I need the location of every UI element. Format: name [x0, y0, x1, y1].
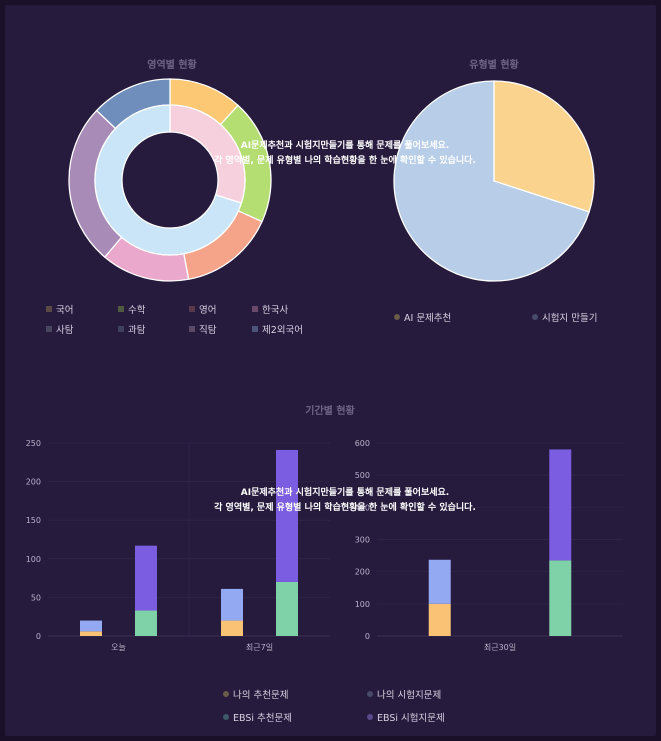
legend-label: 영어 [199, 305, 217, 316]
legend-label: 국어 [56, 305, 74, 316]
y-tick-label: 150 [26, 516, 41, 525]
legend-label: AI 문제추천 [404, 313, 452, 324]
bar-segment[interactable] [134, 545, 157, 611]
bar-segment[interactable] [80, 620, 103, 632]
y-tick-label: 250 [26, 439, 41, 448]
y-tick-label: 50 [31, 593, 41, 602]
type-pie-slice[interactable] [493, 80, 595, 213]
guide-message-top: AI문제추천과 시험지만들기를 통해 문제를 풀어보세요. 각 영역별, 문제 … [135, 139, 555, 169]
legend-swatch [394, 314, 400, 320]
legend-swatch [46, 326, 52, 332]
bar-segment[interactable] [134, 610, 157, 636]
legend-item-ai-recommend[interactable]: AI 문제추천 [394, 310, 451, 324]
legend-label: 수학 [128, 305, 146, 316]
bar-segment[interactable] [221, 588, 244, 621]
type-pie-chart [393, 80, 595, 282]
legend-item-english[interactable]: 영어 [189, 302, 216, 316]
y-tick-label: 500 [355, 471, 370, 480]
bar-segment[interactable] [221, 620, 244, 636]
legend-swatch [118, 306, 124, 312]
bar-segment[interactable] [549, 560, 572, 636]
legend-swatch [118, 326, 124, 332]
legend-item-my-test[interactable]: 나의 시험지문제 [367, 687, 441, 701]
y-tick-label: 400 [355, 503, 370, 512]
inner-ring-slice[interactable] [94, 104, 243, 256]
y-tick-label: 600 [355, 439, 370, 448]
legend-swatch [367, 691, 373, 697]
chart-title-type: 유형별 현황 [469, 60, 519, 71]
x-tick-label: 최근30일 [484, 642, 516, 652]
legend-swatch [532, 314, 538, 320]
x-tick-label: 오늘 [111, 643, 126, 652]
legend-label: 사탐 [56, 325, 74, 336]
guide-line-1: AI문제추천과 시험지만들기를 통해 문제를 풀어보세요. [240, 141, 450, 151]
legend-label: EBSi 시험지문제 [377, 713, 445, 724]
legend-item-ebsi-test[interactable]: EBSi 시험지문제 [367, 710, 445, 724]
type-pie-slice[interactable] [393, 80, 590, 282]
period-bar-chart-month: 0 100 200 300 400 500 600 최근30일 [355, 439, 623, 652]
y-tick-label: 300 [355, 536, 370, 545]
y-tick-label: 200 [26, 478, 41, 487]
guide-message-bottom: AI문제추천과 시험지만들기를 통해 문제를 풀어보세요. 각 영역별, 문제 … [135, 486, 555, 516]
legend-item-korean[interactable]: 국어 [46, 302, 73, 316]
bar-segment[interactable] [428, 603, 451, 636]
legend-swatch [223, 714, 229, 720]
legend-item-make-test[interactable]: 시험지 만들기 [532, 310, 597, 324]
legend-item-math[interactable]: 수학 [118, 302, 145, 316]
guide-line-1: AI문제추천과 시험지만들기를 통해 문제를 풀어보세요. [240, 488, 450, 498]
legend-item-social[interactable]: 사탐 [46, 322, 73, 336]
legend-swatch [367, 714, 373, 720]
legend-item-my-recommend[interactable]: 나의 추천문제 [223, 687, 288, 701]
y-tick-label: 100 [26, 555, 41, 564]
legend-label: 한국사 [262, 305, 289, 316]
area-donut-chart [68, 78, 272, 282]
legend-item-ebsi-recommend[interactable]: EBSi 추천문제 [223, 710, 292, 724]
legend-swatch [189, 306, 195, 312]
legend-item-vocational[interactable]: 직탐 [189, 322, 216, 336]
y-tick-label: 0 [36, 632, 41, 641]
legend-label: 나의 추천문제 [233, 690, 289, 701]
chart-title-area: 영역별 현황 [147, 60, 197, 71]
y-tick-label: 100 [355, 600, 370, 609]
legend-label: 과탐 [128, 325, 146, 336]
bar-segment[interactable] [80, 631, 103, 636]
legend-label: EBSi 추천문제 [233, 713, 293, 724]
bar-segment[interactable] [275, 449, 298, 582]
legend-item-second-language[interactable]: 제2외국어 [252, 322, 303, 336]
chart-title-period: 기간별 현황 [305, 406, 355, 417]
legend-item-korean-history[interactable]: 한국사 [252, 302, 288, 316]
bar-segment[interactable] [275, 581, 298, 636]
legend-swatch [252, 326, 258, 332]
legend-swatch [252, 306, 258, 312]
y-tick-label: 0 [365, 632, 370, 641]
legend-label: 시험지 만들기 [542, 313, 598, 324]
legend-swatch [46, 306, 52, 312]
y-tick-label: 200 [355, 568, 370, 577]
dashboard-panel: 영역별 현황 국어 수학 영어 한국사 사탐 과탐 직탐 제2외국어 유형별 현… [5, 5, 656, 736]
guide-line-2: 각 영역별, 문제 유형별 나의 학습현황을 한 눈에 확인할 수 있습니다. [214, 503, 476, 513]
legend-label: 제2외국어 [262, 325, 304, 336]
legend-swatch [189, 326, 195, 332]
bar-segment[interactable] [428, 559, 451, 604]
legend-swatch [223, 691, 229, 697]
period-bar-chart-week: 0 50 100 150 200 250 오늘 최근7일 [26, 439, 330, 652]
legend-item-science[interactable]: 과탐 [118, 322, 145, 336]
legend-label: 직탐 [199, 325, 217, 336]
guide-line-2: 각 영역별, 문제 유형별 나의 학습현황을 한 눈에 확인할 수 있습니다. [214, 156, 476, 166]
legend-label: 나의 시험지문제 [377, 690, 442, 701]
bar-segment[interactable] [549, 449, 572, 561]
x-tick-label: 최근7일 [246, 642, 273, 652]
